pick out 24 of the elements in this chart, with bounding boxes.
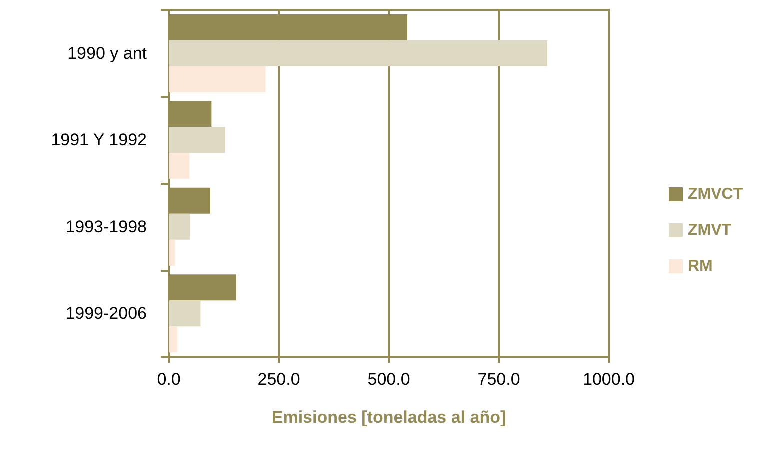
y-tick-label: 1999-2006 [66, 304, 147, 324]
bar [169, 66, 266, 92]
y-tick-label: 1993-1998 [66, 217, 147, 236]
x-tick-label: 1000.0 [583, 370, 635, 389]
x-tick-label: 750.0 [478, 370, 520, 389]
bar [169, 127, 226, 154]
bar [169, 214, 190, 240]
bar [169, 274, 236, 301]
x-tick-label: 500.0 [368, 370, 410, 389]
x-tick-label: 0.0 [157, 370, 181, 389]
bar [169, 188, 210, 214]
bar [169, 153, 190, 180]
bar [169, 326, 178, 353]
legend-label: RM [688, 258, 713, 275]
bar [169, 40, 548, 66]
legend-label: ZMVT [688, 222, 732, 239]
y-tick-label: 1990 y ant [68, 44, 148, 63]
legend-label: ZMVCT [688, 186, 744, 203]
bar [169, 240, 176, 266]
bar [169, 101, 212, 128]
x-axis-title: Emisiones [toneladas al año] [272, 408, 506, 427]
x-tick-label: 250.0 [258, 370, 300, 389]
bar [169, 300, 201, 327]
y-tick-label: 1991 Y 1992 [51, 130, 147, 150]
